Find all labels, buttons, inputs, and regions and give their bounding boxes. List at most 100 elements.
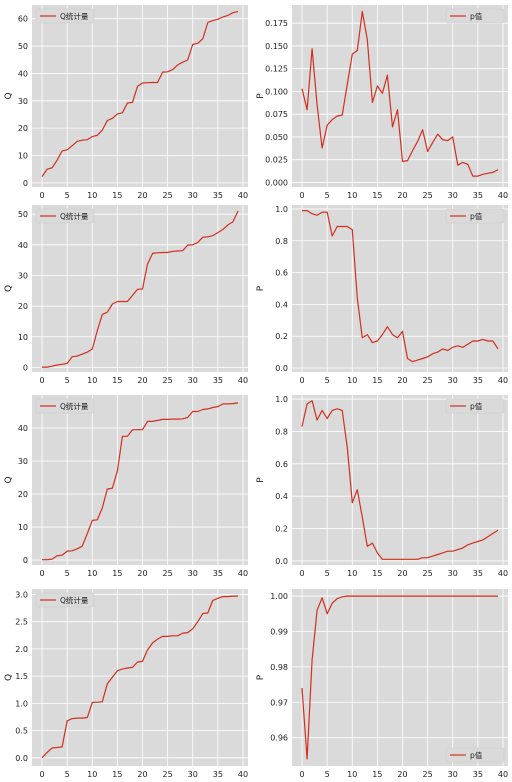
y-tick-label: 1.5 xyxy=(15,672,28,681)
x-tick-label: 0 xyxy=(39,376,44,385)
y-tick-label: 1.00 xyxy=(270,592,288,601)
plot-area xyxy=(32,589,248,766)
x-tick-label: 15 xyxy=(112,191,122,200)
x-tick-label: 0 xyxy=(299,191,304,200)
y-tick-label: 2.5 xyxy=(15,618,28,627)
x-tick-label: 40 xyxy=(238,191,248,200)
y-tick-label: 0.99 xyxy=(270,627,288,636)
x-tick-label: 15 xyxy=(112,569,122,578)
y-tick-label: 20 xyxy=(18,302,28,311)
series-line-1 xyxy=(41,11,239,177)
legend-label: Q统计量 xyxy=(60,401,89,411)
y-tick-label: 60 xyxy=(18,15,28,24)
x-tick-label: 35 xyxy=(473,770,483,779)
y-tick-label: 20 xyxy=(18,490,28,499)
legend-label: p值 xyxy=(470,750,483,760)
legend: p值 xyxy=(445,8,505,24)
y-tick-label: 0.2 xyxy=(275,525,288,534)
legend-label: p值 xyxy=(470,211,483,221)
y-axis-label: Q xyxy=(4,476,14,483)
y-tick-label: 50 xyxy=(18,210,28,219)
series-line-1 xyxy=(42,210,239,368)
y-tick-label: 3.0 xyxy=(15,590,28,599)
chart-panel-7: 0 5 10 15 20 25 30 35 40 0.0 0.5 1.0 1.5 2.0 2.5 3.0 Q Q统… xyxy=(4,589,248,779)
x-tick-label: 40 xyxy=(238,569,248,578)
chart-panel-2: 0 5 10 15 20 25 30 35 40 0.000 0.025 0.050 0.075 0.10… xyxy=(256,5,508,200)
x-tick-label: 20 xyxy=(137,569,147,578)
y-tick-label: 1.0 xyxy=(15,699,28,708)
x-tick-label: 40 xyxy=(238,770,248,779)
x-tick-label: 0 xyxy=(299,569,304,578)
y-tick-label: 1.0 xyxy=(275,395,288,404)
x-tick-label: 25 xyxy=(163,569,173,578)
y-axis-label: P xyxy=(256,285,266,291)
plot-area xyxy=(292,395,508,565)
legend-box xyxy=(445,8,505,24)
x-tick-label: 35 xyxy=(473,569,483,578)
y-tick-label: 0.5 xyxy=(15,727,28,736)
y-tick-label: 0.0 xyxy=(275,364,288,373)
y-axis-label: P xyxy=(256,674,266,680)
x-tick-label: 15 xyxy=(112,770,122,779)
y-tick-label: 0.100 xyxy=(265,87,288,96)
x-tick-label: 20 xyxy=(137,191,147,200)
x-tick-label: 30 xyxy=(448,770,458,779)
y-tick-label: 30 xyxy=(18,97,28,106)
x-tick-label: 20 xyxy=(397,770,407,779)
x-tick-label: 5 xyxy=(65,191,70,200)
series-line-1 xyxy=(301,595,498,760)
plot-area xyxy=(292,589,508,766)
series-line-1 xyxy=(41,595,238,759)
legend: p值 xyxy=(445,398,505,414)
y-axis-label: P xyxy=(256,93,266,99)
y-axis-label: Q xyxy=(4,92,14,99)
y-tick-label: 40 xyxy=(18,241,28,250)
y-tick-label: 0.97 xyxy=(270,698,288,707)
x-tick-label: 25 xyxy=(423,376,433,385)
series-line-1 xyxy=(42,402,239,561)
x-tick-label: 0 xyxy=(299,770,304,779)
legend-label: Q统计量 xyxy=(60,595,89,605)
x-tick-label: 5 xyxy=(65,569,70,578)
x-tick-label: 40 xyxy=(498,376,508,385)
x-tick-label: 5 xyxy=(65,770,70,779)
legend-box xyxy=(445,747,505,763)
x-tick-label: 25 xyxy=(163,191,173,200)
x-tick-label: 25 xyxy=(163,376,173,385)
x-tick-label: 40 xyxy=(238,376,248,385)
y-tick-label: 2.0 xyxy=(15,645,28,654)
y-tick-label: 30 xyxy=(18,271,28,280)
x-tick-label: 10 xyxy=(87,376,97,385)
x-tick-label: 5 xyxy=(65,376,70,385)
x-tick-label: 20 xyxy=(397,569,407,578)
x-tick-label: 25 xyxy=(163,770,173,779)
y-axis-label: Q xyxy=(4,674,14,681)
y-tick-label: 0.4 xyxy=(275,300,288,309)
x-tick-label: 5 xyxy=(325,770,330,779)
y-tick-label: 0.0 xyxy=(15,754,28,763)
plot-area xyxy=(32,395,248,565)
legend-box xyxy=(35,592,95,608)
x-tick-label: 0 xyxy=(39,569,44,578)
x-tick-label: 10 xyxy=(87,569,97,578)
x-tick-label: 30 xyxy=(188,770,198,779)
y-tick-label: 0 xyxy=(23,556,28,565)
series-line-1 xyxy=(301,10,499,177)
x-tick-label: 25 xyxy=(423,569,433,578)
x-tick-label: 30 xyxy=(188,569,198,578)
y-tick-label: 40 xyxy=(18,424,28,433)
y-tick-label: 0.150 xyxy=(265,42,288,51)
x-tick-label: 15 xyxy=(372,376,382,385)
y-tick-label: 40 xyxy=(18,69,28,78)
y-tick-label: 0 xyxy=(23,363,28,372)
legend-label: Q统计量 xyxy=(60,211,89,221)
y-tick-label: 0.6 xyxy=(275,460,288,469)
y-axis-label: Q xyxy=(4,285,14,292)
legend: Q统计量 xyxy=(35,592,95,608)
x-tick-label: 35 xyxy=(473,376,483,385)
x-tick-label: 10 xyxy=(347,770,357,779)
chart-panel-6: 0 5 10 15 20 25 30 35 40 0.0 0.2 0.4 0.6 0.8 1.0 Pp值 xyxy=(256,395,508,578)
plot-area xyxy=(32,205,248,372)
legend-box xyxy=(35,208,95,224)
